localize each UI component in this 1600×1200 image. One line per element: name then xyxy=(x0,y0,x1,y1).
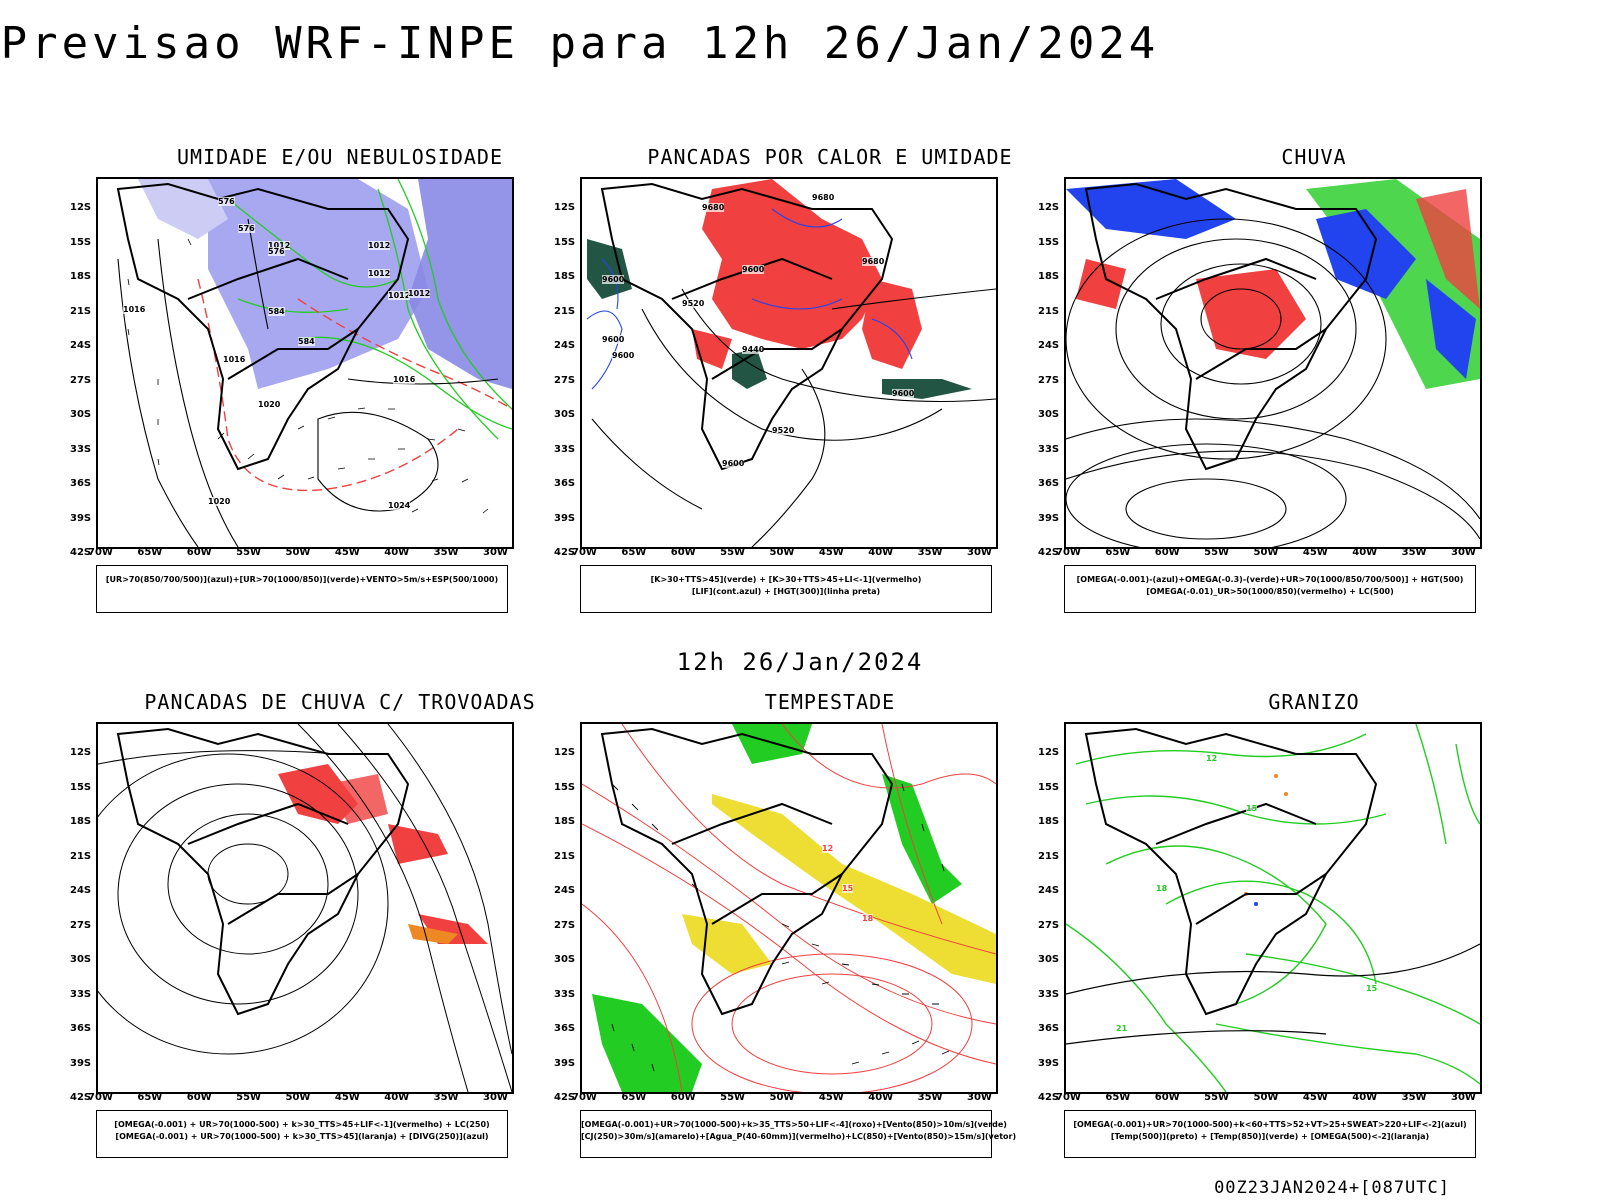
contour-value-label: 584 xyxy=(298,337,315,346)
rain-area-red xyxy=(1076,259,1126,309)
contour-value-label: 1024 xyxy=(388,501,411,510)
rain-area-blue xyxy=(1066,179,1236,239)
storm-area-red xyxy=(278,764,358,824)
panel-tempestade: TEMPESTADE xyxy=(554,690,1080,1165)
instability-area-darkgreen xyxy=(732,349,767,389)
rain-area-red xyxy=(1196,269,1306,359)
map-legend: [K>30+TTS>45](verde) + [K>30+TTS>45+LI<-… xyxy=(580,565,992,613)
contour-value-label: 9440 xyxy=(742,345,765,354)
panel-pancadas-calor: PANCADAS POR CALOR E UMIDADE xyxy=(554,145,1080,615)
forecast-time-label: 12h 26/Jan/2024 xyxy=(676,648,924,676)
contour-value-label: 9680 xyxy=(812,193,835,202)
panel-chuva: CHUVA xyxy=(1038,145,1564,615)
lon-axis-labels: 70W 65W 60W 55W 50W 45W 40W 35W 30W xyxy=(572,547,992,558)
lat-axis-labels: 12S 15S 18S 21S 24S 27S 30S 33S 36S 39S 42S xyxy=(70,747,92,1103)
contour-value-label: 584 xyxy=(268,307,285,316)
wind-area-green xyxy=(882,774,962,904)
humidity-area-lavender xyxy=(138,179,228,239)
map-granizo: 12 15 18 21 15 xyxy=(1064,722,1482,1094)
map-legend: [OMEGA(-0.001) + UR>70(1000-500) + k>30_… xyxy=(96,1110,508,1158)
map-legend: [OMEGA(-0.001)+UR>70(1000-500)+k>35_TTS>… xyxy=(580,1110,1016,1158)
contour-value-label: 1016 xyxy=(223,355,246,364)
map-legend: [OMEGA(-0.001)+UR>70(1000-500)+k<60+TTS>… xyxy=(1064,1110,1476,1158)
map-legend: [UR>70(850/700/500)](azul)+[UR>70(1000/8… xyxy=(96,565,508,613)
panel-title: PANCADAS POR CALOR E UMIDADE xyxy=(647,145,1013,169)
lat-axis-labels: 12S 15S 18S 21S 24S 27S 30S 33S 36S 39S 42S xyxy=(70,202,92,558)
contour-value-label: 1020 xyxy=(208,497,231,506)
contour-value-label: 1012 xyxy=(268,241,291,250)
wind-area-green xyxy=(732,724,812,764)
contour-value-label: 1012 xyxy=(408,289,431,298)
rain-area-blue xyxy=(1426,279,1476,379)
map-tempestade: 12 15 18 xyxy=(580,722,998,1094)
lon-axis-labels: 70W 65W 60W 55W 50W 45W 40W 35W 30W xyxy=(572,1092,992,1103)
jet-area-yellow xyxy=(712,794,996,984)
panel-granizo: GRANIZO xyxy=(1038,690,1564,1165)
panel-umidade: UMIDADE E/OU NEBULOSIDADE xyxy=(70,145,590,615)
contour-value-label: 12 xyxy=(1206,754,1218,763)
panel-title: PANCADAS DE CHUVA C/ TROVOADAS xyxy=(144,690,536,714)
map-chuva xyxy=(1064,177,1482,549)
contour-value-label: 9520 xyxy=(682,299,705,308)
panel-title: TEMPESTADE xyxy=(764,690,896,714)
panel-title: UMIDADE E/OU NEBULOSIDADE xyxy=(176,145,504,169)
map-legend: [OMEGA(-0.001)-(azul)+OMEGA(-0.3)-(verde… xyxy=(1064,565,1476,613)
contour-value-label: 18 xyxy=(1156,884,1168,893)
contour-value-label: 9600 xyxy=(612,351,635,360)
humidity-area-blue xyxy=(208,179,428,389)
rain-area-blue xyxy=(1316,209,1416,299)
lon-axis-labels: 70W 65W 60W 55W 50W 45W 40W 35W 30W xyxy=(88,547,508,558)
map-trovoadas xyxy=(96,722,514,1094)
contour-value-label: 9600 xyxy=(892,389,915,398)
contour-value-label: 9600 xyxy=(602,275,625,284)
lat-axis-labels: 12S 15S 18S 21S 24S 27S 30S 33S 36S 39S 42S xyxy=(1038,202,1060,558)
contour-value-label: 15 xyxy=(842,884,854,893)
lat-axis-labels: 12S 15S 18S 21S 24S 27S 30S 33S 36S 39S 42S xyxy=(554,202,576,558)
lat-axis-labels: 12S 15S 18S 21S 24S 27S 30S 33S 36S 39S 42S xyxy=(1038,747,1060,1103)
contour-value-label: 18 xyxy=(862,914,874,923)
rain-area-red xyxy=(1416,189,1480,309)
panel-trovoadas: PANCADAS DE CHUVA C/ TROVOADAS xyxy=(70,690,590,1165)
storm-area-red xyxy=(328,774,388,824)
contour-value-label: 9680 xyxy=(702,203,725,212)
contour-value-label: 9600 xyxy=(722,459,745,468)
contour-value-label: 9600 xyxy=(742,265,765,274)
contour-value-label: 9520 xyxy=(772,426,795,435)
wind-area-green xyxy=(592,994,702,1092)
lon-axis-labels: 70W 65W 60W 55W 50W 45W 40W 35W 30W xyxy=(88,1092,508,1103)
contour-value-label: 1012 xyxy=(388,291,411,300)
contour-value-label: 12 xyxy=(822,844,834,853)
storm-area-orange xyxy=(408,924,458,944)
contour-value-label: 1012 xyxy=(368,241,391,250)
page-title: Previsao WRF-INPE para 12h 26/Jan/2024 xyxy=(0,18,1160,69)
humidity-area-blue xyxy=(408,179,512,389)
map-umidade: 1012 1012 1012 1012 1016 1016 1020 1020 1024 1016… xyxy=(96,177,514,549)
lon-axis-labels: 70W 65W 60W 55W 50W 45W 40W 35W 30W xyxy=(1056,547,1476,558)
storm-area-red xyxy=(388,824,448,864)
contour-value-label: 1020 xyxy=(258,400,281,409)
contour-value-label: 15 xyxy=(1366,984,1378,993)
lat-axis-labels: 12S 15S 18S 21S 24S 27S 30S 33S 36S 39S 42S xyxy=(554,747,576,1103)
contour-value-label: 576 xyxy=(238,224,255,233)
contour-value-label: 576 xyxy=(218,197,235,206)
contour-value-label: 1016 xyxy=(123,305,146,314)
model-run-label: 00Z23JAN2024+[087UTC] xyxy=(1214,1178,1450,1198)
contour-value-label: 576 xyxy=(268,247,285,256)
jet-area-yellow xyxy=(682,914,772,974)
contour-value-label: 1012 xyxy=(368,269,391,278)
panel-title: GRANIZO xyxy=(1268,690,1360,714)
map-pancadas-calor: 9680 9680 9600 9600 9520 9440 9600 9600 9520 9600… xyxy=(580,177,998,549)
contour-value-label: 21 xyxy=(1116,1024,1128,1033)
contour-value-label: 1016 xyxy=(393,375,416,384)
contour-value-label: 9680 xyxy=(862,257,885,266)
lon-axis-labels: 70W 65W 60W 55W 50W 45W 40W 35W 30W xyxy=(1056,1092,1476,1103)
panel-title: CHUVA xyxy=(1281,145,1347,169)
contour-value-label: 15 xyxy=(1246,804,1258,813)
contour-value-label: 9600 xyxy=(602,335,625,344)
